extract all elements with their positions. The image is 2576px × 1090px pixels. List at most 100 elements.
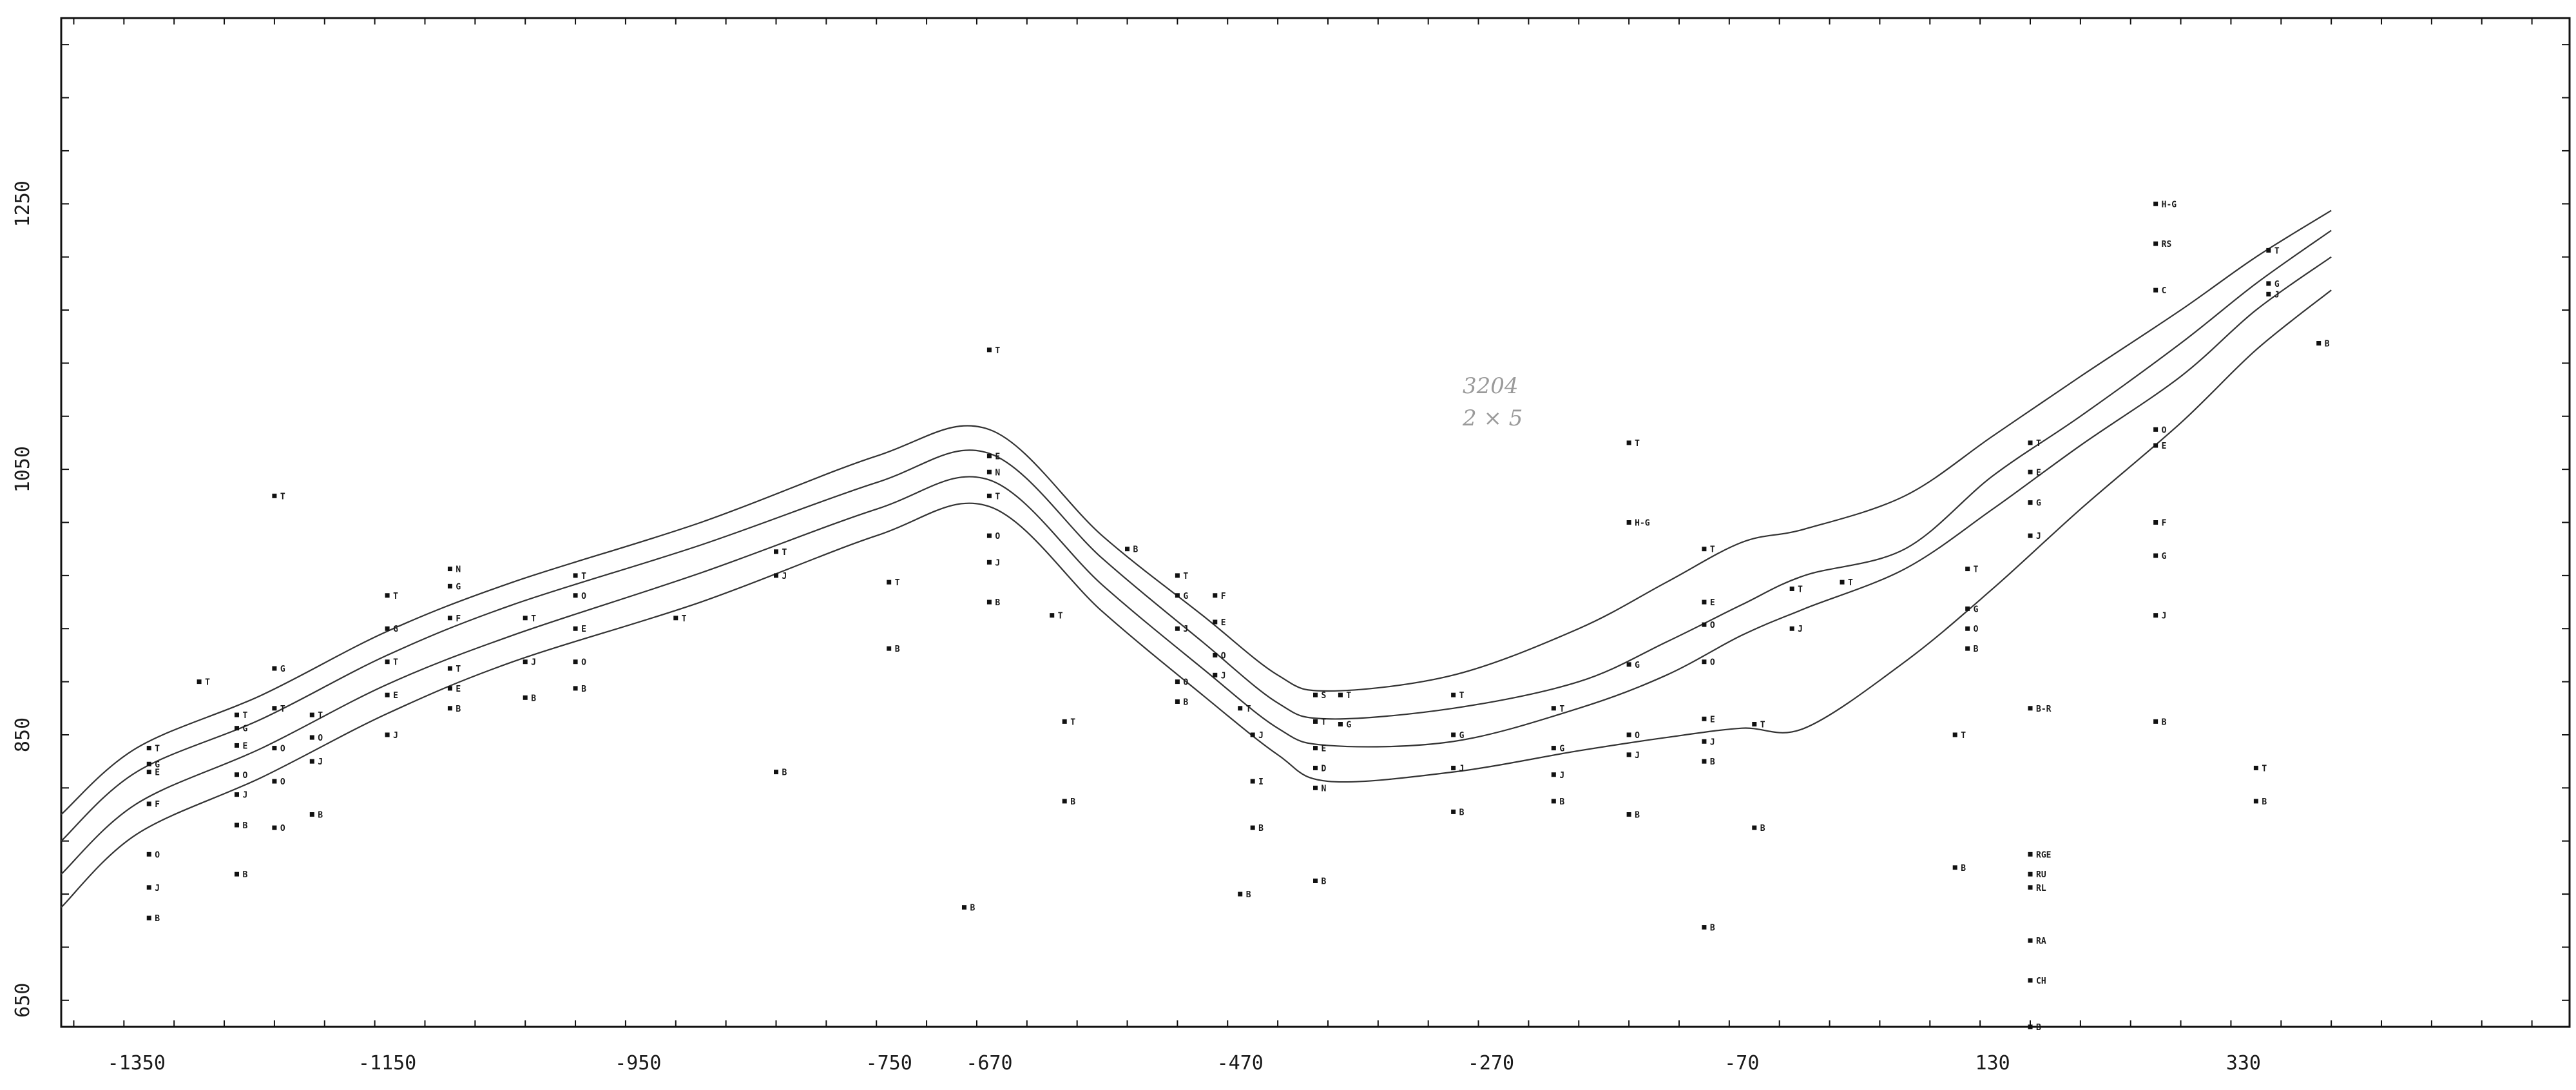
data-point (1338, 692, 1343, 697)
data-point (146, 885, 151, 890)
data-point-label: B (1070, 797, 1075, 807)
x-tick-label: -1150 (358, 1052, 416, 1075)
y-tick-label: 1050 (12, 446, 34, 492)
x-tick-label: 130 (1975, 1052, 2010, 1075)
data-point (1702, 739, 1707, 744)
data-point (447, 686, 452, 691)
data-point-label: E (995, 453, 1000, 462)
data-point-label: O (1710, 621, 1715, 630)
data-point-label: E (243, 741, 248, 751)
data-point-label: B (1133, 545, 1139, 555)
data-point-label: O (1183, 678, 1188, 688)
data-point (2266, 248, 2271, 253)
data-point (2028, 938, 2033, 943)
data-point-label: T (1183, 572, 1188, 581)
data-point (1213, 593, 1218, 598)
data-point-label: J (1710, 737, 1715, 747)
data-point-label: B (1246, 890, 1251, 900)
data-point (774, 573, 779, 578)
data-point (2153, 520, 2158, 525)
data-point (1952, 865, 1957, 870)
data-point-label: G (2036, 499, 2041, 509)
data-point-label: T (1322, 717, 1327, 727)
data-point (447, 567, 452, 572)
data-point (1313, 765, 1318, 770)
data-point (1702, 547, 1707, 552)
data-point-label: J (2036, 532, 2041, 541)
data-point (272, 493, 277, 498)
handwritten-note-line-2: 2 × 5 (1462, 405, 1523, 431)
data-point-label: T (531, 614, 536, 624)
data-point-label: T (2262, 764, 2267, 774)
x-tick-label: -950 (615, 1052, 661, 1075)
data-point-label: T (1459, 691, 1465, 701)
data-point-label: T (2036, 439, 2041, 449)
data-point (1125, 547, 1130, 552)
data-point (447, 706, 452, 711)
data-point (385, 732, 390, 737)
data-point (235, 871, 240, 877)
data-point-label: B (2036, 1023, 2041, 1033)
data-point-label: B (782, 768, 787, 778)
data-point-label: O (1635, 731, 1640, 741)
data-point-label: B (581, 685, 586, 694)
data-point (2028, 469, 2033, 474)
data-point-label: J (995, 558, 1000, 568)
curve-2 (61, 229, 2332, 842)
data-point-label: T (1710, 545, 1715, 555)
data-point (1313, 785, 1318, 790)
data-point (1626, 440, 1631, 445)
data-point-label: T (581, 572, 586, 581)
data-point (1213, 672, 1218, 677)
data-point-label: B (318, 811, 323, 821)
data-point (1250, 732, 1255, 737)
data-point (1702, 759, 1707, 764)
data-point-label: E (581, 625, 586, 634)
data-point (1702, 659, 1707, 665)
data-point-label: J (531, 658, 536, 668)
data-point (2028, 852, 2033, 857)
data-point (1313, 692, 1318, 697)
data-point (573, 573, 578, 578)
frame-ticks (61, 18, 2570, 1027)
data-point-label: T (318, 711, 323, 721)
data-point-label: RS (2162, 240, 2172, 249)
data-point (573, 659, 578, 665)
data-point-label: B (1710, 757, 1715, 767)
data-point-label: B (1559, 797, 1564, 807)
data-point (1965, 567, 1970, 572)
data-point (523, 616, 528, 621)
data-point (1551, 799, 1556, 804)
data-point-label: B (1974, 645, 1979, 654)
data-point (235, 822, 240, 828)
data-point (2316, 341, 2321, 346)
data-point (1952, 732, 1957, 737)
data-point-label: B (2325, 340, 2330, 349)
data-point-label: G (1635, 661, 1640, 670)
x-tick-label: -750 (866, 1052, 912, 1075)
data-point (774, 770, 779, 775)
data-point (309, 712, 314, 717)
data-point-label: B (243, 821, 248, 831)
data-point-label: RU (2036, 870, 2046, 880)
data-point (986, 454, 992, 459)
data-point-label: O (243, 771, 248, 781)
data-point (385, 692, 390, 697)
data-point (1626, 812, 1631, 817)
data-point (1551, 772, 1556, 777)
data-point (272, 779, 277, 784)
data-point-label: J (393, 731, 398, 741)
data-point (986, 493, 992, 498)
data-point (1702, 925, 1707, 930)
data-point (309, 735, 314, 740)
data-point-label: G (155, 760, 160, 770)
data-point-label: J (1559, 771, 1564, 781)
data-point (1175, 699, 1180, 704)
data-point (2153, 427, 2158, 432)
data-point-label: T (1635, 439, 1640, 449)
data-point (1451, 809, 1456, 814)
data-point (2266, 291, 2271, 297)
data-point (2028, 500, 2033, 505)
data-point (986, 347, 992, 353)
data-point (774, 549, 779, 554)
